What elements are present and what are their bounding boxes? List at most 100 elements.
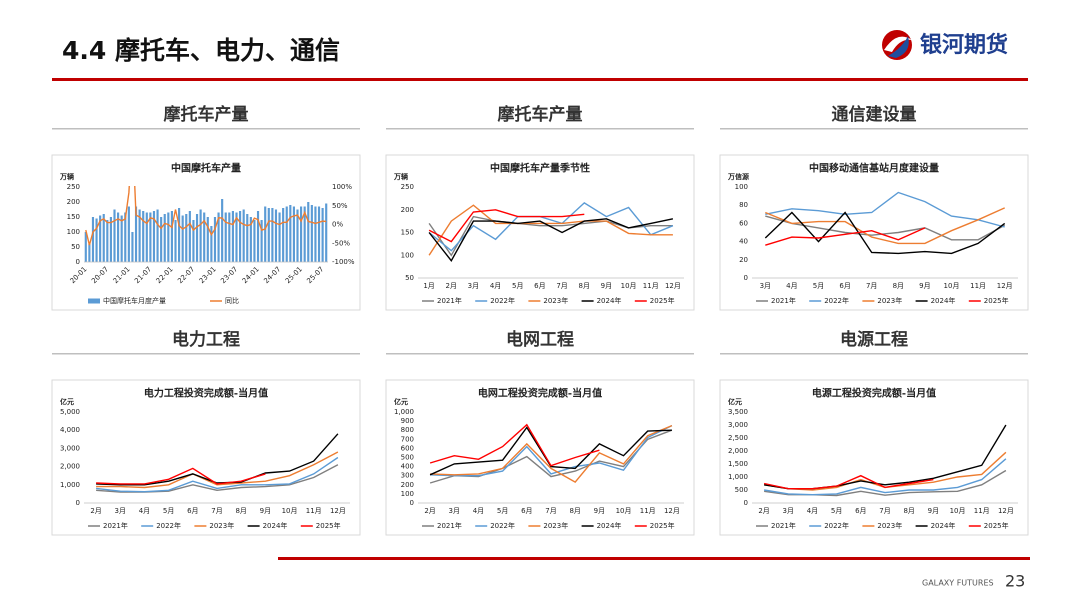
series-line <box>428 209 585 243</box>
bar <box>127 206 130 262</box>
legend-label: 2022年 <box>824 296 849 305</box>
x-tick-label: 12月 <box>997 282 1013 290</box>
y-tick-label: 0 <box>410 499 414 507</box>
x-tick-label: 10月 <box>950 507 966 515</box>
x-tick-label: 12月 <box>998 507 1014 515</box>
x-tick-label: 7月 <box>211 507 222 515</box>
bar <box>260 220 263 262</box>
legend-label: 2024年 <box>597 296 622 305</box>
bar <box>142 211 145 262</box>
bar <box>267 208 270 262</box>
bar <box>170 211 173 262</box>
y-tick-label: 150 <box>67 213 80 221</box>
x-tick-label: 12月 <box>664 507 680 515</box>
y-tick-label: 150 <box>401 229 414 237</box>
x-tick-label: 8月 <box>579 282 590 290</box>
y-tick-label: 0 <box>744 499 748 507</box>
x-tick-label: 2月 <box>446 282 457 290</box>
y-tick-label: 20 <box>739 256 748 264</box>
series-line <box>96 433 339 486</box>
legend-label: 2022年 <box>824 521 849 530</box>
legend-label: 2023年 <box>543 521 568 530</box>
chart-frame <box>51 379 361 536</box>
x-tick-label: 2月 <box>90 507 101 515</box>
series-line <box>430 424 673 477</box>
series-line <box>429 423 600 467</box>
x-tick-label: 9月 <box>928 507 939 515</box>
bar <box>203 212 206 262</box>
x-tick-label: 7月 <box>879 507 890 515</box>
series-line <box>429 426 672 476</box>
legend-label: 2025年 <box>650 296 675 305</box>
bar <box>149 212 152 262</box>
bar <box>310 205 313 262</box>
series-line <box>765 227 926 246</box>
bar <box>253 220 256 262</box>
chart-title: 电源工程投资完成额-当月值 <box>812 387 936 400</box>
x-tick-label: 6月 <box>839 282 850 290</box>
y-tick-label: 250 <box>67 183 80 191</box>
x-tick-label: 7月 <box>556 282 567 290</box>
legend-label: 2023年 <box>877 521 902 530</box>
y-tick-label: 100 <box>401 490 414 498</box>
x-tick-label: 4月 <box>807 507 818 515</box>
section-rule <box>386 353 694 355</box>
x-tick-label: 4月 <box>786 282 797 290</box>
bar <box>285 206 288 262</box>
footer-brand: GALAXY FUTURES <box>922 579 994 588</box>
section-rule <box>386 128 694 130</box>
section-title: 摩托车产量 <box>498 104 583 125</box>
bar <box>242 209 245 262</box>
y-tick-label: 100 <box>735 183 748 191</box>
x-tick-label: 6月 <box>521 507 532 515</box>
y-tick-label: 100 <box>401 251 414 259</box>
series-line <box>764 211 1006 255</box>
bar <box>213 217 217 262</box>
bar <box>195 214 199 262</box>
section-title: 电力工程 <box>172 329 240 350</box>
section-title: 电源工程 <box>840 329 908 350</box>
legend-swatch <box>88 298 100 304</box>
chart-frame <box>51 154 361 311</box>
section-title: 摩托车产量 <box>164 104 249 125</box>
bar <box>113 209 116 262</box>
section-rule <box>52 128 360 130</box>
x-tick-label: 5月 <box>512 282 523 290</box>
bar <box>317 206 321 262</box>
series-line <box>96 451 339 489</box>
y-axis-label: 万信源 <box>727 172 749 181</box>
legend-label: 2021年 <box>771 521 796 530</box>
x-tick-label: 4月 <box>139 507 150 515</box>
legend-label: 2025年 <box>984 296 1009 305</box>
y2-tick-label: -50% <box>332 239 350 247</box>
bar <box>117 212 120 262</box>
series-line <box>763 474 934 490</box>
x-tick-label: 5月 <box>497 507 508 515</box>
chart-title: 电网工程投资完成额-当月值 <box>478 387 602 400</box>
legend-label: 2025年 <box>650 521 675 530</box>
x-tick-label: 11月 <box>970 282 986 290</box>
y-tick-label: 3,500 <box>728 408 748 416</box>
y-axis-label: 亿元 <box>394 397 408 406</box>
series-line <box>96 467 266 485</box>
y-tick-label: 500 <box>401 454 414 462</box>
y-tick-label: 250 <box>401 183 414 191</box>
bar <box>124 212 127 262</box>
page-number: 23 <box>1005 572 1025 591</box>
bar <box>88 244 91 262</box>
y-axis-label: 亿元 <box>728 397 742 406</box>
bar <box>156 209 159 262</box>
y-tick-label: 300 <box>401 472 414 480</box>
bar <box>185 214 188 262</box>
legend-label: 2022年 <box>490 296 515 305</box>
series-line <box>428 204 673 256</box>
chart-title: 中国摩托车产量 <box>171 162 241 175</box>
legend-label: 中国摩托车月度产量 <box>103 296 166 305</box>
bar <box>152 211 156 262</box>
legend-label: 2021年 <box>771 296 796 305</box>
legend-label: 2024年 <box>597 521 622 530</box>
bar <box>131 232 134 262</box>
bar <box>181 215 184 262</box>
y2-tick-label: -100% <box>332 258 355 266</box>
